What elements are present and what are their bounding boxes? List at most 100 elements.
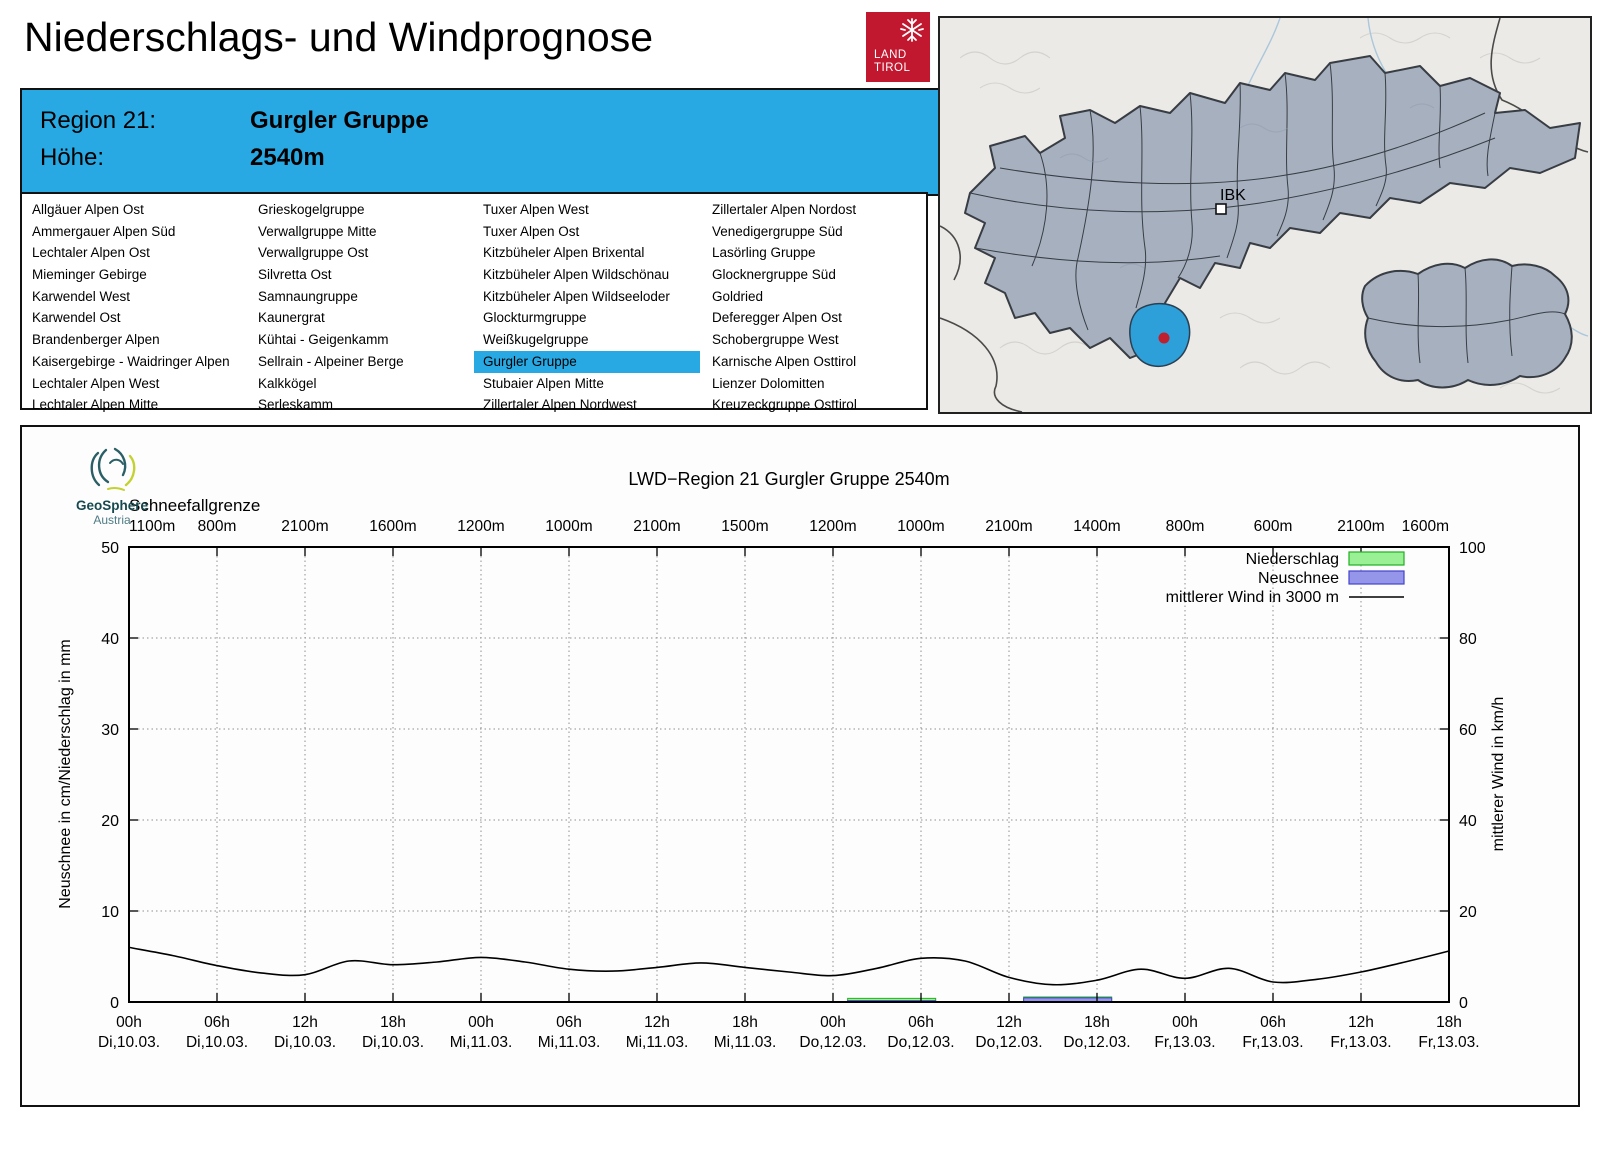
x-tick-time: 00h xyxy=(116,1014,142,1031)
x-tick-time: 18h xyxy=(380,1014,406,1031)
region-item[interactable]: Verwallgruppe Mitte xyxy=(258,223,377,239)
snowline-value: 2100m xyxy=(633,518,680,535)
x-tick-time: 12h xyxy=(644,1014,670,1031)
region-item[interactable]: Kalkkögel xyxy=(258,375,317,391)
region-item[interactable]: Kitzbüheler Alpen Wildseeloder xyxy=(483,288,670,304)
x-tick-time: 00h xyxy=(468,1014,494,1031)
region-item[interactable]: Venedigergruppe Süd xyxy=(712,223,843,239)
y-left-tick-label: 50 xyxy=(101,540,119,557)
snowline-value: 800m xyxy=(1166,518,1205,535)
region-item[interactable]: Allgäuer Alpen Ost xyxy=(32,202,144,217)
region-item[interactable]: Lienzer Dolomitten xyxy=(712,375,825,391)
snowline-label: Schneefallgrenze xyxy=(129,496,260,515)
region-item[interactable]: Sellrain - Alpeiner Berge xyxy=(258,353,404,369)
region-item[interactable]: Lechtaler Alpen West xyxy=(32,375,160,391)
region-list-column-2: Grieskogelgruppe Verwallgruppe Mitte Verwa… xyxy=(258,199,483,416)
region-item[interactable]: Ammergauer Alpen Süd xyxy=(32,223,176,239)
tirol-map[interactable]: IBK xyxy=(938,16,1592,414)
region-item[interactable]: Grieskogelgruppe xyxy=(258,202,365,217)
region-item[interactable]: Kaunergrat xyxy=(258,310,325,326)
region-info-box: Region 21: Gurgler Gruppe Höhe: 2540m xyxy=(20,88,946,196)
snowline-value: 600m xyxy=(1254,518,1293,535)
land-tirol-logo-text: LAND TIROL xyxy=(874,49,911,74)
forecast-chart-panel: LWD−Region 21 Gurgler Gruppe 2540m Schnee… xyxy=(20,425,1580,1107)
snowline-value: 1000m xyxy=(897,518,944,535)
snowline-value: 2100m xyxy=(281,518,328,535)
region-list: Allgäuer Alpen Ost Ammergauer Alpen Süd Le… xyxy=(20,192,928,412)
legend-swatch xyxy=(1348,551,1405,566)
innsbruck-marker xyxy=(1215,203,1227,215)
region-item[interactable]: Deferegger Alpen Ost xyxy=(712,310,842,326)
x-tick-time: 18h xyxy=(1436,1014,1462,1031)
region-item[interactable]: Zillertaler Alpen Nordost xyxy=(712,202,857,217)
map-north-tyrol xyxy=(964,55,1581,359)
innsbruck-label: IBK xyxy=(1220,187,1246,204)
station-marker xyxy=(1158,332,1170,344)
x-tick-time: 18h xyxy=(732,1014,758,1031)
region-item[interactable]: Weißkugelgruppe xyxy=(483,332,589,348)
region-item[interactable]: Brandenberger Alpen xyxy=(32,332,160,348)
y-right-tick-label: 20 xyxy=(1459,904,1477,921)
x-tick-date: Di,10.03. xyxy=(186,1034,248,1051)
x-tick-time: 18h xyxy=(1084,1014,1110,1031)
elevation-label: Höhe: xyxy=(40,143,105,171)
y-left-tick-label: 20 xyxy=(101,813,119,830)
x-tick-time: 12h xyxy=(292,1014,318,1031)
geosphere-logo: GeoSphere Austria xyxy=(52,447,172,527)
legend-label: Neuschnee xyxy=(1258,570,1339,587)
region-item[interactable]: Mieminger Gebirge xyxy=(32,267,147,283)
geosphere-logo-sub: Austria xyxy=(93,513,131,527)
region-item-selected[interactable]: Gurgler Gruppe xyxy=(474,350,700,373)
region-item[interactable]: Verwallgruppe Ost xyxy=(258,245,369,261)
y-right-tick-label: 100 xyxy=(1459,540,1486,557)
tirol-eagle-snowflake-icon xyxy=(900,18,924,42)
region-item[interactable]: Lechtaler Alpen Ost xyxy=(32,245,150,261)
legend-label: Niederschlag xyxy=(1246,551,1339,568)
x-tick-date: Do,12.03. xyxy=(1063,1034,1130,1051)
elevation-value: 2540m xyxy=(250,143,325,171)
snowline-value: 1500m xyxy=(721,518,768,535)
chart-title: LWD−Region 21 Gurgler Gruppe 2540m xyxy=(628,469,949,489)
region-item[interactable]: Tuxer Alpen Ost xyxy=(483,223,580,239)
region-item[interactable]: Karwendel West xyxy=(32,288,131,304)
region-item[interactable]: Glocknergruppe Süd xyxy=(712,267,836,283)
region-item[interactable]: Lechtaler Alpen Mitte xyxy=(32,397,159,413)
north-tyrol-outline xyxy=(964,55,1581,359)
region-item[interactable]: Tuxer Alpen West xyxy=(483,202,589,217)
y-left-tick-label: 10 xyxy=(101,904,119,921)
region-item[interactable]: Kühtai - Geigenkamm xyxy=(258,332,389,348)
region-item[interactable]: Kaisergebirge - Waidringer Alpen xyxy=(32,353,230,369)
region-list-column-3: Tuxer Alpen West Tuxer Alpen Ost Kitzbühel… xyxy=(474,199,712,416)
x-tick-date: Di,10.03. xyxy=(98,1034,160,1051)
region-item[interactable]: Silvretta Ost xyxy=(258,267,332,283)
x-tick-date: Mi,11.03. xyxy=(450,1034,513,1051)
region-item[interactable]: Lasörling Gruppe xyxy=(712,245,816,261)
x-tick-time: 06h xyxy=(556,1014,582,1031)
region-item[interactable]: Serleskamm xyxy=(258,397,334,413)
region-list-column-1: Allgäuer Alpen Ost Ammergauer Alpen Süd Le… xyxy=(32,199,258,416)
region-item[interactable]: Kitzbüheler Alpen Wildschönau xyxy=(483,267,670,283)
region-item[interactable]: Zillertaler Alpen Nordwest xyxy=(483,397,637,413)
region-item[interactable]: Goldried xyxy=(712,288,764,304)
snowline-value: 1200m xyxy=(809,518,856,535)
legend-swatch xyxy=(1348,570,1405,585)
x-tick-time: 06h xyxy=(908,1014,934,1031)
region-item[interactable]: Karwendel Ost xyxy=(32,310,121,326)
snowline-value: 1000m xyxy=(545,518,592,535)
region-item[interactable]: Schobergruppe West xyxy=(712,332,839,348)
y-left-tick-label: 0 xyxy=(110,995,119,1012)
region-item[interactable]: Kitzbüheler Alpen Brixental xyxy=(483,245,645,261)
north-tyrol-subregion-borders xyxy=(969,62,1496,331)
y-right-axis-title: mittlerer Wind in km/h xyxy=(1490,697,1507,852)
x-tick-time: 12h xyxy=(996,1014,1022,1031)
x-tick-date: Di,10.03. xyxy=(362,1034,424,1051)
region-item[interactable]: Karnische Alpen Osttirol xyxy=(712,353,857,369)
region-item[interactable]: Samnaungruppe xyxy=(258,288,358,304)
region-item[interactable]: Glockturmgruppe xyxy=(483,310,587,326)
wind-line xyxy=(128,946,1450,986)
y-left-axis-title: Neuschnee in cm/Niederschlag in mm xyxy=(57,639,74,908)
snowline-value: 1200m xyxy=(457,518,504,535)
region-item[interactable]: Stubaier Alpen Mitte xyxy=(483,375,604,391)
region-item[interactable]: Kreuzeckgruppe Osttirol xyxy=(712,397,857,413)
